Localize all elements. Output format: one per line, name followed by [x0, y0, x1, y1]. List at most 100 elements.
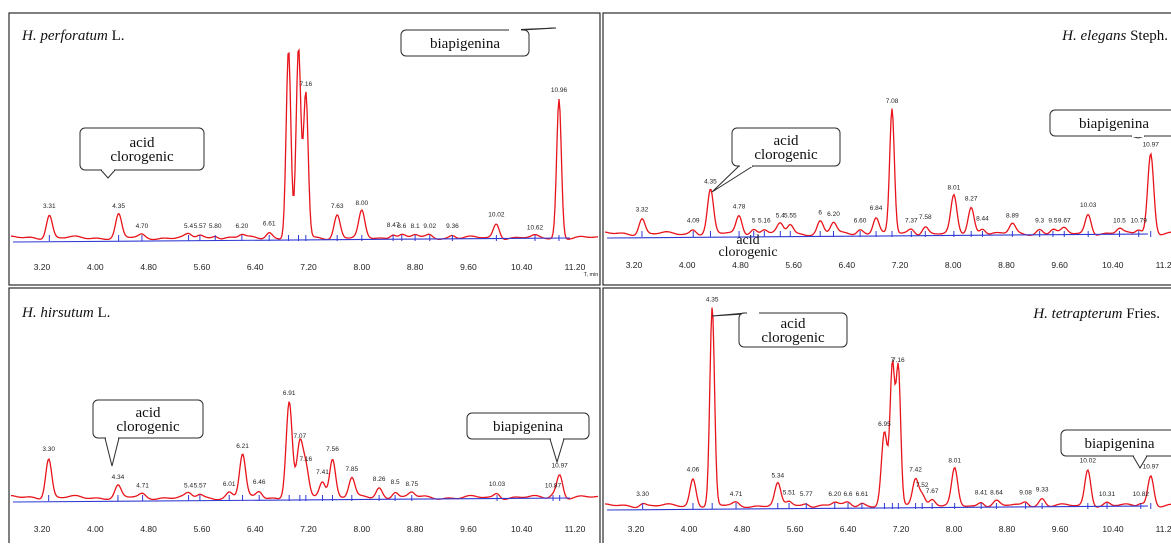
integration-baseline: [606, 505, 1149, 511]
peak-label: 6.20: [828, 491, 841, 498]
peak-label: 7.63: [331, 203, 344, 210]
panel-title: H. perforatum L.: [21, 28, 125, 44]
chromatogram-panel: 3.31 4.35 4.70 5.4 5.57 5.80 6.20 6.61 7.16 7.63 8…: [8, 12, 601, 286]
callout-text: biapigenina: [1085, 436, 1155, 452]
x-tick-label: 9.60: [1051, 260, 1068, 270]
callout-text: clorogenic: [754, 147, 818, 163]
peak-label: 5.55: [784, 213, 797, 220]
x-tick-label: 4.00: [679, 260, 696, 270]
peak-label: 9.36: [446, 223, 459, 230]
peak-label: 8.64: [990, 489, 1003, 496]
callout-pointer: [1132, 455, 1148, 469]
integration-baseline: [12, 497, 571, 503]
peak-label: 8.47: [387, 222, 400, 229]
peak-label: 4.35: [112, 203, 125, 210]
peak-label: 10.02: [1080, 457, 1097, 464]
callout: biapigenina: [1049, 109, 1171, 139]
peak-label: 10.97: [1143, 141, 1160, 148]
peak-label: 10.02: [488, 212, 505, 219]
x-tick-label: 4.80: [140, 524, 157, 534]
peak-label: 3.30: [42, 446, 55, 453]
panel-frame: [602, 287, 1171, 548]
peak-label: 7.67: [926, 488, 939, 495]
peak-label: 5.16: [758, 217, 771, 224]
peak-label: 5.80: [209, 223, 222, 230]
peak-label: 8.5: [391, 479, 400, 486]
x-tick-label: 10.40: [511, 524, 533, 534]
peak-label: 10.62: [527, 225, 544, 232]
peak-label: 10.5: [1113, 217, 1126, 224]
callout-text: clorogenic: [761, 330, 825, 346]
callout-text: clorogenic: [116, 419, 180, 435]
chromatogram-trace: [10, 48, 599, 241]
peak-label: 7.52: [916, 482, 929, 489]
x-tick-label: 4.00: [681, 524, 698, 534]
x-tick-label: 7.20: [300, 262, 317, 272]
species-name: H. hirsutum: [21, 305, 94, 321]
peak-label: 6.84: [870, 205, 883, 212]
peak-label: 7.58: [919, 214, 932, 221]
peak-label: 5.77: [800, 491, 813, 498]
x-tick-label: 5.60: [194, 524, 211, 534]
peak-label: 8.01: [948, 185, 961, 192]
peak-label: 4.71: [136, 482, 149, 489]
x-tick-label: 6.40: [839, 260, 856, 270]
callout-box: [731, 127, 841, 167]
callout-pointer: [100, 169, 116, 179]
x-tick-label: 5.60: [785, 260, 802, 270]
x-tick-label: 4.80: [732, 260, 749, 270]
peak-label: 7.85: [345, 466, 358, 473]
x-tick-label: 3.20: [34, 524, 51, 534]
callout-text: biapigenina: [493, 419, 563, 435]
x-tick-label: 9.60: [460, 524, 477, 534]
peak-label: 9.08: [1019, 489, 1032, 496]
panel-title: H. hirsutum L.: [21, 305, 110, 321]
peak-label: 9.3: [1035, 217, 1044, 224]
x-tick-label: 9.60: [1052, 524, 1069, 534]
peak-label: 4.70: [136, 223, 149, 230]
peak-label: 7: [891, 357, 895, 364]
callout: biapigenina: [400, 27, 557, 57]
peak-label: 5.4: [184, 223, 193, 230]
panel-title: H. elegans Steph.: [1061, 28, 1168, 44]
panel-frame: [602, 12, 1171, 286]
callout-box: [1060, 429, 1171, 457]
chromatogram-panel: 3.30 4.34 4.71 5.4 5.57 6.01 6.21 6.46 6.91 7.07 7…: [8, 287, 601, 548]
x-tick-label: 4.80: [734, 524, 751, 534]
chromatogram-panel: 3.32 4.09 4.35 4.78 5 5.16 5.4 5.55 6 6.20 6.606.8…: [602, 12, 1171, 286]
peak-label: 8.01: [948, 457, 961, 464]
floating-label: acid: [736, 233, 759, 248]
peak-label: 4.34: [112, 474, 125, 481]
callout-box: [738, 312, 848, 348]
peak-label: 3.30: [636, 491, 649, 498]
species-author: L.: [94, 305, 111, 321]
peak-label: 5.57: [194, 223, 207, 230]
peak-label: 8.26: [373, 476, 386, 483]
callout-pointer: [104, 437, 120, 467]
peak-label: 9.33: [1036, 486, 1049, 493]
peak-label: 4.06: [687, 467, 700, 474]
peak-label: 9.02: [423, 223, 436, 230]
x-tick-label: 10.40: [1102, 260, 1124, 270]
peak-label: 10.03: [1080, 202, 1097, 209]
peak-label: 4.35: [706, 296, 719, 303]
peak-label: 7.16: [892, 357, 905, 364]
peak-label: 6.20: [827, 211, 840, 218]
x-tick-label: 3.20: [626, 260, 643, 270]
peak-label: 6.60: [854, 217, 867, 224]
x-tick-label: 6.40: [247, 262, 264, 272]
x-tick-label: 11.20: [565, 262, 586, 272]
peak-label: 6.91: [283, 390, 296, 397]
peak-label: 5.57: [194, 482, 207, 489]
x-tick-label: 3.20: [34, 262, 51, 272]
x-tick-label: 8.80: [407, 524, 424, 534]
peak-label: 10.03: [489, 481, 506, 488]
callout-box: [1049, 109, 1171, 137]
chromatogram-trace: [604, 108, 1171, 237]
callout-box: [400, 29, 530, 57]
callout-text: acid: [774, 133, 799, 149]
callout-text: biapigenina: [1079, 116, 1149, 132]
peak-label: 6: [818, 210, 822, 217]
x-tick-label: 8.00: [946, 524, 963, 534]
